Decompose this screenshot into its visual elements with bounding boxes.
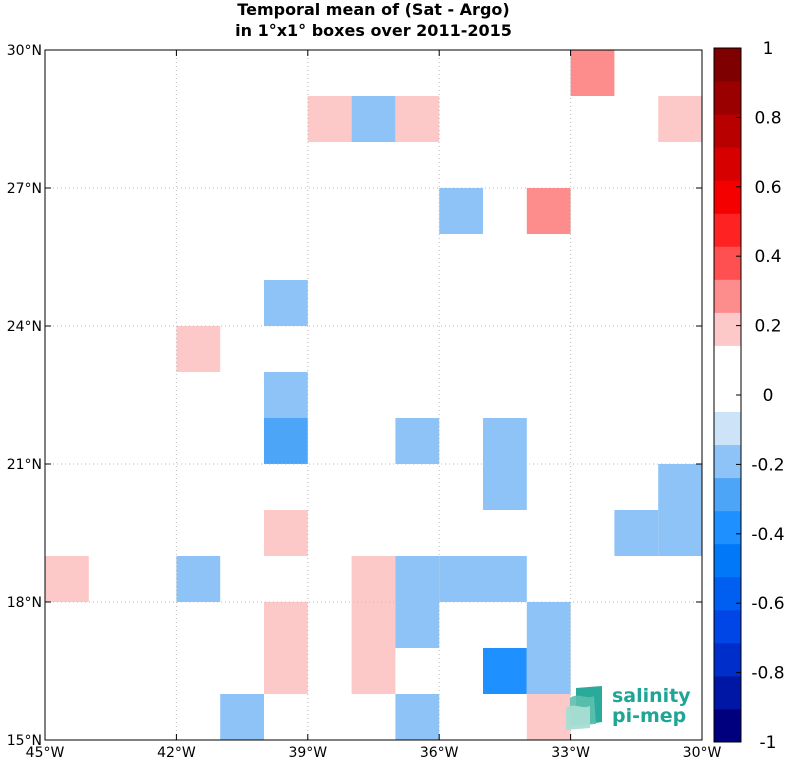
colorbar-tick-label: 0.6 <box>754 178 781 198</box>
colorbar-tick-label: -0.4 <box>751 525 784 545</box>
colorbar-segment <box>714 543 741 578</box>
colorbar-segment <box>714 279 741 313</box>
colorbar-segment <box>714 576 741 611</box>
heatmap-cell <box>658 510 702 556</box>
heatmap-cell <box>264 648 308 694</box>
colorbar-tick-label: 1 <box>763 39 774 59</box>
heatmap-cell <box>45 556 89 602</box>
heatmap-cell <box>264 418 308 464</box>
heatmap-cell <box>614 510 659 556</box>
plot-frame <box>44 49 703 741</box>
colorbar-tick-label: -0.6 <box>751 594 784 614</box>
heatmap-cell <box>483 464 527 510</box>
colorbar-tick-label: 0.4 <box>754 247 781 267</box>
heatmap-cell <box>264 602 308 648</box>
colorbar-segment <box>714 81 741 115</box>
colorbar-segment <box>714 246 741 280</box>
x-tick-label: 36°W <box>420 745 459 761</box>
x-tick-label: 39°W <box>288 745 327 761</box>
colorbar-tick-label: -0.8 <box>751 664 784 684</box>
heatmap-cell <box>439 188 483 234</box>
colorbar-segment <box>714 642 741 677</box>
heatmap-cell <box>658 464 702 510</box>
heatmap-cell <box>351 648 396 694</box>
colorbar-tick-label: -0.2 <box>751 455 784 475</box>
colorbar-segment <box>714 708 741 743</box>
colorbar: 1 0.8 0.6 0.4 0.2 0 -0.2 -0.4 -0.6 -0.8 -1 <box>713 39 785 753</box>
heatmap-cell <box>395 694 440 740</box>
y-tick-label: 24°N <box>7 319 42 335</box>
colorbar-segment <box>714 510 741 545</box>
y-tick-label: 15°N <box>7 733 42 749</box>
colorbar-segment <box>714 180 741 214</box>
colorbar-tick-label: 0.8 <box>754 108 781 128</box>
x-tick-label: 42°W <box>157 745 196 761</box>
heatmap-cell <box>351 96 396 142</box>
heatmap-cell <box>658 96 702 142</box>
logo-text-salinity: salinity <box>612 685 691 707</box>
x-tick-label: 33°W <box>551 745 590 761</box>
colorbar-segment <box>714 675 741 710</box>
logo-wave-icon <box>566 686 602 730</box>
heatmap-cell <box>526 602 571 648</box>
y-tick-label: 30°N <box>7 43 42 59</box>
heatmap-cell <box>395 418 440 464</box>
heatmap-cell <box>264 280 308 326</box>
x-tick-label: 30°W <box>683 745 722 761</box>
colorbar-segment <box>714 477 741 512</box>
heatmap-cell <box>351 602 396 648</box>
colorbar-segment <box>714 345 741 379</box>
heatmap-cell <box>483 556 527 602</box>
colorbar-tick-label: 0 <box>763 386 774 406</box>
x-axis: 45°W 42°W 39°W 36°W 33°W 30°W <box>26 50 722 761</box>
chart-title-line2: in 1°x1° boxes over 2011-2015 <box>235 21 512 40</box>
heatmap-cell <box>526 694 571 740</box>
y-axis: 30°N 27°N 24°N 21°N 18°N 15°N <box>7 43 702 749</box>
heatmap-cell <box>483 648 527 694</box>
colorbar-segment <box>714 312 741 346</box>
heatmap-cell <box>220 694 264 740</box>
heatmap-cell <box>264 510 308 556</box>
heatmap-cell <box>439 556 483 602</box>
x-tick-label: 45°W <box>26 745 65 761</box>
heatmap-cell <box>176 556 221 602</box>
y-tick-label: 21°N <box>7 457 42 473</box>
colorbar-segment <box>714 213 741 247</box>
heatmap-cells <box>45 50 702 740</box>
colorbar-segment <box>714 609 741 644</box>
chart-title-line1: Temporal mean of (Sat - Argo) <box>237 0 510 19</box>
colorbar-segment <box>714 147 741 181</box>
colorbar-segment <box>714 48 741 82</box>
y-tick-label: 27°N <box>7 181 42 197</box>
heatmap-cell <box>395 556 440 602</box>
heatmap-cell <box>307 96 352 142</box>
y-tick-label: 18°N <box>7 595 42 611</box>
colorbar-tick-label: 0.2 <box>754 317 781 337</box>
colorbar-segment <box>714 411 741 446</box>
heatmap-cell <box>264 372 308 418</box>
salinity-pimep-logo: salinity pi-mep <box>566 685 691 730</box>
logo-text-pimep: pi-mep <box>612 705 686 727</box>
heatmap-cell <box>176 326 221 372</box>
colorbar-tick-label: -1 <box>760 733 777 753</box>
colorbar-segment <box>714 444 741 479</box>
heatmap-cell <box>351 556 396 602</box>
heatmap-cell <box>395 96 440 142</box>
heatmap-cell <box>395 602 440 648</box>
heatmap-cell <box>483 418 527 464</box>
colorbar-segment <box>714 114 741 148</box>
heatmap-cell <box>570 50 615 96</box>
heatmap-cell <box>526 648 571 694</box>
heatmap-cell <box>526 188 571 234</box>
